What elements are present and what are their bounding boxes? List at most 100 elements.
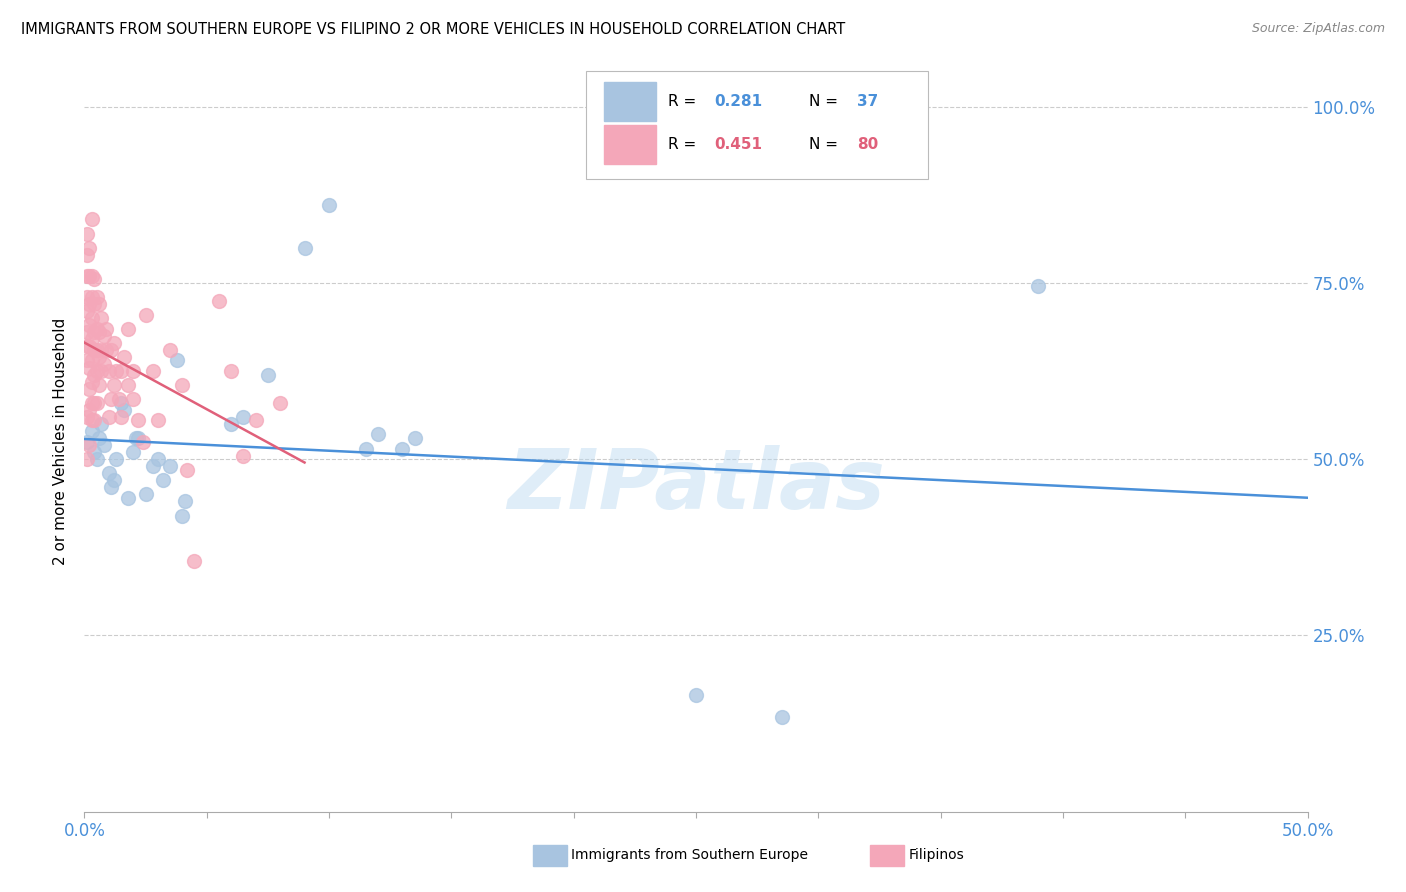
Text: 80: 80 (858, 137, 879, 153)
Point (135, 308, 157, 322)
Point (100, 343, 122, 357)
Point (83, 445, 105, 459)
Point (159, 459, 181, 474)
Point (122, 392, 145, 407)
Point (83, 325, 105, 339)
Text: Source: ZipAtlas.com: Source: ZipAtlas.com (1251, 22, 1385, 36)
Point (77, 318, 100, 333)
Point (97, 467, 120, 481)
Point (87, 378, 110, 392)
Text: N =: N = (808, 95, 842, 109)
Point (76, 353, 98, 368)
Point (80, 268, 103, 283)
Point (103, 473, 125, 487)
Point (86, 322, 108, 336)
Point (80, 290, 103, 304)
Point (80, 332, 103, 346)
Point (208, 293, 231, 308)
Point (96, 322, 118, 336)
Point (86, 364, 108, 378)
Point (83, 368, 105, 382)
Point (219, 417, 242, 431)
Point (76, 409, 98, 424)
Point (83, 343, 105, 357)
Point (93, 357, 115, 371)
Text: ZIPatlas: ZIPatlas (508, 445, 884, 526)
Point (100, 392, 122, 407)
FancyBboxPatch shape (586, 71, 928, 178)
Point (76, 268, 98, 283)
Point (77, 339, 100, 353)
FancyBboxPatch shape (605, 82, 655, 121)
Point (269, 396, 291, 410)
Point (257, 368, 280, 382)
Point (87, 431, 110, 445)
Point (172, 508, 194, 523)
Point (93, 328, 115, 343)
Point (77, 438, 100, 452)
Point (76, 339, 98, 353)
Point (76, 434, 98, 449)
Point (76, 452, 98, 467)
Point (87, 325, 110, 339)
Point (142, 459, 165, 474)
Point (122, 445, 145, 459)
Point (117, 491, 139, 505)
Point (86, 290, 108, 304)
Point (83, 297, 105, 311)
Point (80, 212, 103, 227)
Point (90, 364, 112, 378)
Point (146, 452, 169, 467)
Point (110, 396, 132, 410)
Point (245, 413, 267, 427)
Point (86, 452, 108, 467)
Point (110, 364, 132, 378)
Point (80, 353, 103, 368)
Point (77, 268, 100, 283)
Point (105, 364, 128, 378)
Point (176, 463, 198, 477)
Point (77, 382, 100, 396)
Point (80, 375, 103, 389)
Text: R =: R = (668, 95, 702, 109)
Point (232, 449, 254, 463)
Point (294, 241, 316, 255)
Point (80, 396, 103, 410)
Point (135, 487, 157, 501)
Point (354, 442, 377, 456)
Point (76, 227, 98, 241)
Point (404, 431, 426, 445)
Point (103, 378, 125, 392)
Point (117, 378, 139, 392)
Point (90, 417, 112, 431)
Point (87, 350, 110, 364)
Text: 37: 37 (858, 95, 879, 109)
Point (105, 452, 128, 467)
Text: R =: R = (668, 137, 702, 153)
Text: 0.281: 0.281 (714, 95, 762, 109)
Point (77, 297, 100, 311)
Point (86, 396, 108, 410)
Point (80, 424, 103, 438)
Point (80, 311, 103, 326)
Point (219, 364, 242, 378)
Point (83, 413, 105, 427)
Point (77, 241, 100, 255)
Text: IMMIGRANTS FROM SOUTHERN EUROPE VS FILIPINO 2 OR MORE VEHICLES IN HOUSEHOLD CORR: IMMIGRANTS FROM SOUTHERN EUROPE VS FILIP… (21, 22, 845, 37)
Point (132, 434, 155, 449)
Point (127, 413, 149, 427)
Text: N =: N = (808, 137, 842, 153)
Point (172, 378, 194, 392)
Point (76, 304, 98, 318)
Point (173, 494, 195, 508)
Point (159, 343, 181, 357)
Point (142, 364, 165, 378)
Point (318, 198, 340, 212)
Point (367, 427, 389, 442)
Point (77, 402, 100, 417)
Point (112, 350, 135, 364)
Text: 0.451: 0.451 (714, 137, 762, 153)
Y-axis label: 2 or more Vehicles in Household: 2 or more Vehicles in Household (53, 318, 69, 566)
Point (80, 413, 103, 427)
Point (86, 343, 108, 357)
